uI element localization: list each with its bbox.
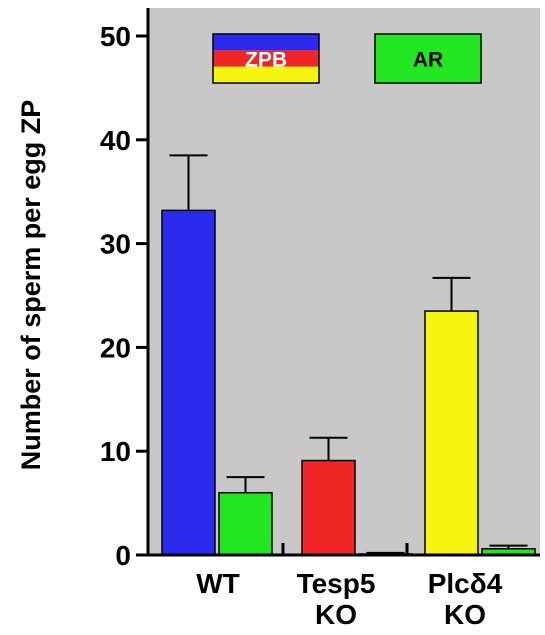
legend-swatch-stripe	[213, 50, 319, 67]
axes	[146, 8, 540, 557]
y-tick-label: 50	[100, 21, 131, 52]
bar-zpb-2	[424, 310, 479, 556]
bar-zpb-1	[301, 459, 356, 556]
legend-swatch-stripe	[375, 34, 481, 83]
legend-swatch-stripe	[213, 66, 319, 83]
x-group-label: Plcδ4	[428, 568, 503, 599]
x-group-label: Tesp5	[297, 568, 376, 599]
y-axis-ticks: 0 10 20 30 40 50	[100, 21, 148, 571]
bars	[161, 209, 536, 556]
y-axis-label: Number of sperm per egg ZP	[16, 100, 46, 471]
legend-swatch-stripe	[213, 34, 319, 51]
y-tick-label: 30	[100, 229, 131, 260]
legend: ZPB AR	[212, 33, 482, 84]
y-tick-label: 0	[115, 540, 131, 571]
x-group-label: KO	[444, 599, 486, 630]
y-tick-label: 10	[100, 436, 131, 467]
bar-zpb-0	[161, 209, 216, 556]
bar-ar-0	[218, 491, 273, 556]
x-group-label: KO	[315, 599, 357, 630]
legend-box-zpb	[212, 33, 320, 84]
y-tick-label: 20	[100, 332, 131, 363]
x-group-label: WT	[196, 568, 240, 599]
legend-box-ar	[374, 33, 482, 84]
y-tick-label: 40	[100, 125, 131, 156]
legend-label: AR	[413, 49, 443, 72]
legend-label: ZPB	[245, 49, 287, 72]
